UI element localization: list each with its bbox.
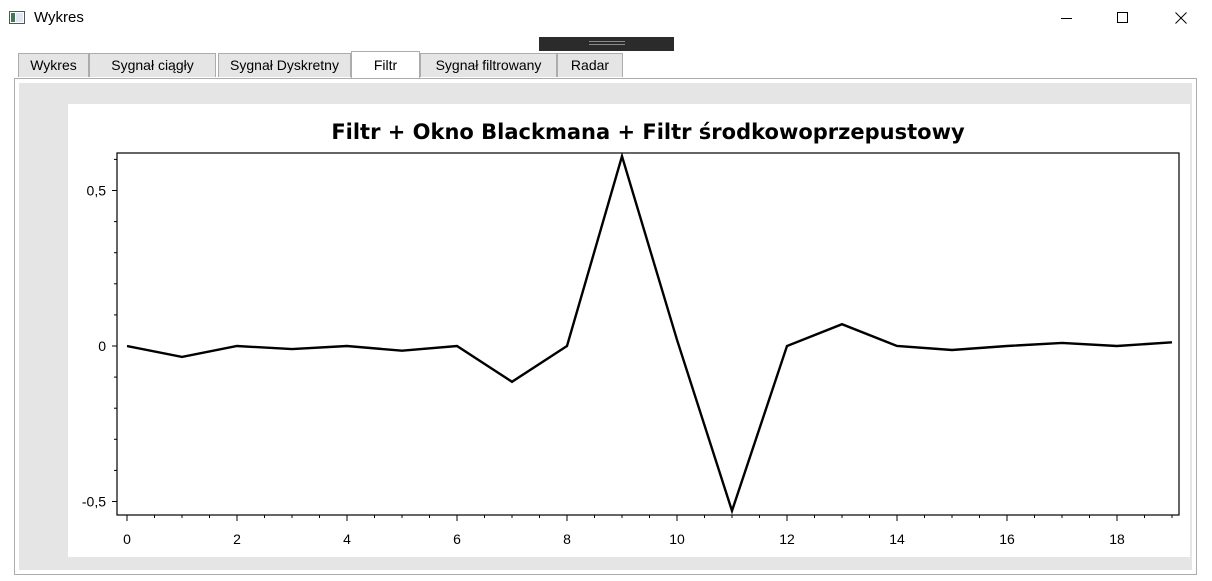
grip-line <box>589 44 625 45</box>
y-tick-label: 0 <box>98 338 106 354</box>
x-tick-label: 2 <box>233 531 241 547</box>
line-chart: Filtr + Okno Blackmana + Filtr środkowop… <box>82 120 1180 547</box>
plot-frame <box>116 152 1180 516</box>
tab-wykres[interactable]: Wykres <box>18 53 89 77</box>
splitter-grip[interactable] <box>539 37 674 51</box>
grip-line <box>589 41 625 42</box>
x-tick-label: 10 <box>669 531 685 547</box>
x-tick-label: 6 <box>453 531 461 547</box>
x-tick-label: 4 <box>343 531 351 547</box>
close-button[interactable] <box>1158 0 1204 36</box>
window-title: Wykres <box>34 9 84 26</box>
x-tick-label: 18 <box>1109 531 1125 547</box>
app-window-icon <box>9 11 25 24</box>
chart-area: Filtr + Okno Blackmana + Filtr środkowop… <box>68 104 1190 557</box>
close-icon <box>1175 12 1187 24</box>
tab-radar[interactable]: Radar <box>557 53 623 77</box>
x-tick-label: 12 <box>779 531 795 547</box>
tab-sygnal-dyskretny[interactable]: Sygnał Dyskretny <box>218 53 351 77</box>
minimize-button[interactable] <box>1044 0 1090 36</box>
y-tick-label: 0,5 <box>87 183 107 199</box>
tab-sygnal-ciagly[interactable]: Sygnał ciągły <box>89 53 216 77</box>
maximize-button[interactable] <box>1100 0 1146 36</box>
y-tick-label: -0,5 <box>82 494 106 510</box>
x-tick-label: 8 <box>563 531 571 547</box>
series-line <box>126 152 1173 515</box>
tab-sygnal-filtrowany[interactable]: Sygnał filtrowany <box>420 53 557 77</box>
maximize-icon <box>1117 12 1128 23</box>
chart-title: Filtr + Okno Blackmana + Filtr środkowop… <box>331 120 965 144</box>
minimize-icon <box>1061 18 1072 19</box>
x-tick-label: 16 <box>999 531 1015 547</box>
title-bar: Wykres <box>0 0 1212 36</box>
x-tick-label: 14 <box>889 531 905 547</box>
x-tick-label: 0 <box>123 531 131 547</box>
tab-filtr[interactable]: Filtr <box>351 51 420 78</box>
